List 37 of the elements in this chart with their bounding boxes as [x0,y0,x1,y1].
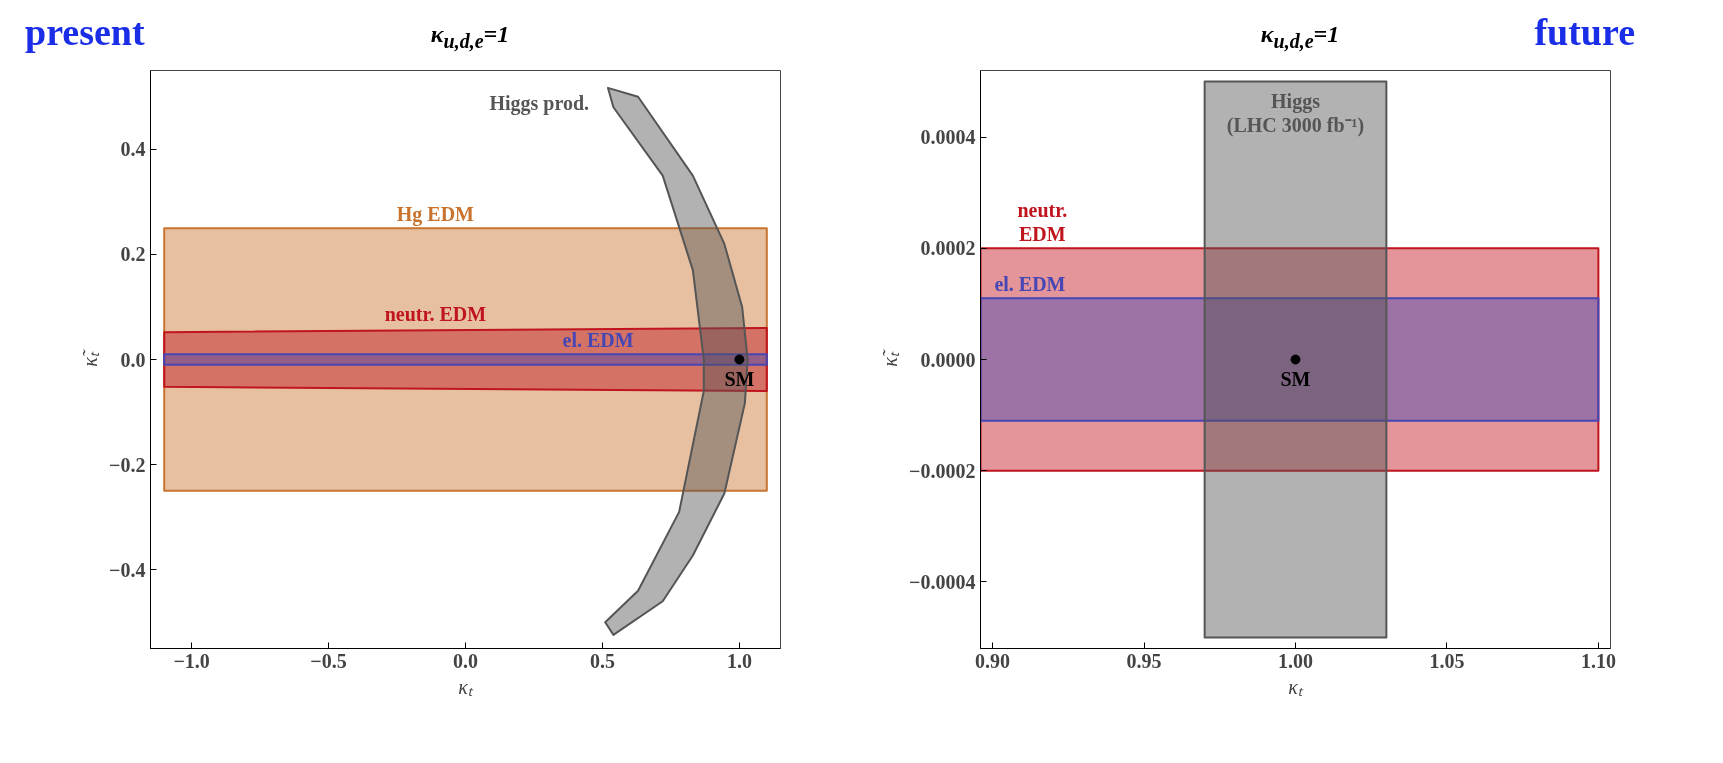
y-tick-label: 0.0002 [920,237,976,260]
y-tick-label: 0.2 [120,243,146,266]
x-tick-label: 0.90 [975,649,1011,672]
x-tick-label: 1.00 [1278,649,1313,672]
series-label: el. EDM [562,329,634,352]
text: future [1534,10,1635,55]
y-tick-label: −0.0002 [909,459,976,482]
series-label: Higgs (LHC 3000 fb⁻¹) [1226,89,1365,137]
x-tick-label: 0.0 [453,649,478,672]
y-tick-label: 0.4 [120,138,146,161]
x-tick-label: 0.5 [589,649,615,672]
x-tick-label: 1.05 [1429,649,1465,672]
series-label: neutr. EDM [1017,199,1068,246]
y-tick-label: −0.0004 [909,570,976,593]
series-label: SM [724,367,755,390]
y-tick-label: 0.0000 [920,348,976,371]
x-axis-title: κₜ [1288,675,1304,698]
x-tick-label: 1.10 [1580,649,1616,672]
text: present [25,10,145,55]
y-tick-label: −0.4 [109,558,146,581]
series-label: neutr. EDM [384,302,487,325]
x-tick-label: 0.95 [1126,649,1162,672]
x-tick-label: −0.5 [310,649,347,672]
x-tick-label: −1.0 [173,649,210,672]
y-tick-label: 0.0004 [920,126,976,149]
chart-title: κ$_{u,d,e}$=1 [1260,21,1340,52]
chart-title: κ$_{u,d,e}$=1 [429,20,511,54]
x-axis-title: κₜ [458,675,474,698]
series-label: SM [1280,367,1311,390]
series-label: Higgs prod. [489,91,590,115]
series-label: Hg EDM [396,203,475,227]
y-tick-label: 0.0 [120,348,146,371]
y-axis-title: κ̃ₜ [79,349,102,367]
x-tick-label: 1.0 [726,649,752,672]
series-label: el. EDM [994,273,1066,296]
y-axis-title: κ̃ₜ [879,349,902,367]
y-tick-label: −0.2 [109,453,146,476]
